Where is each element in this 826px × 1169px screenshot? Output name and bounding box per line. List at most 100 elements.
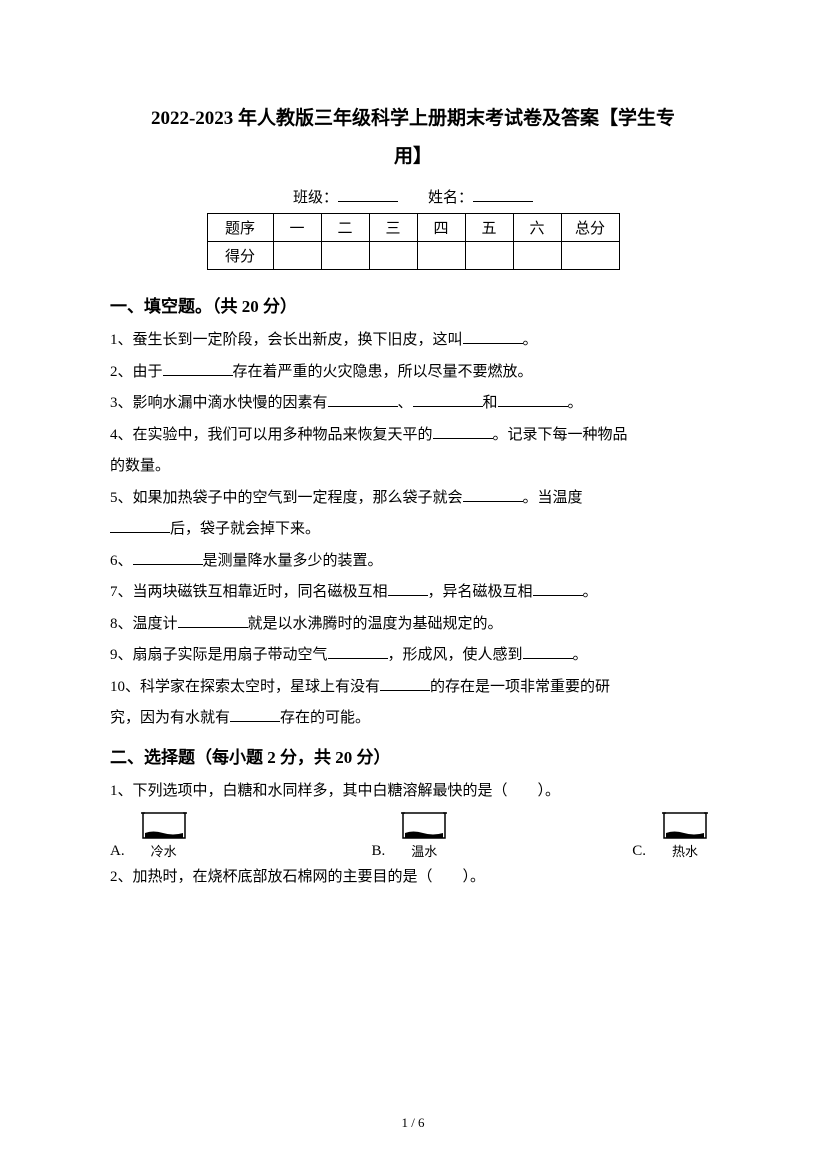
q5-text-c: 后，袋子就会掉下来。: [170, 521, 320, 537]
class-blank[interactable]: [338, 187, 398, 202]
fill-blank[interactable]: [463, 487, 523, 502]
q5-text-b: 。当温度: [523, 490, 583, 506]
title-line2: 用】: [110, 138, 716, 176]
fill-blank[interactable]: [523, 644, 573, 659]
q2: 2、由于 存在着严重的火灾隐患，所以尽量不要燃放。: [110, 357, 716, 389]
option-c-caption: 热水: [672, 841, 698, 860]
fill-blank[interactable]: [110, 518, 170, 533]
score-cell[interactable]: [321, 242, 369, 270]
q9-text-b: ，形成风，使人感到: [388, 647, 523, 663]
q7-text-c: 。: [583, 584, 598, 600]
s2-q2: 2、加热时，在烧杯底部放石棉网的主要目的是（ ）。: [110, 862, 716, 894]
table-row: 得分: [207, 242, 619, 270]
q4: 4、在实验中，我们可以用多种物品来恢复天平的 。记录下每一种物品: [110, 420, 716, 452]
fill-blank[interactable]: [380, 676, 430, 691]
option-a-caption: 冷水: [151, 841, 177, 860]
fill-blank[interactable]: [230, 707, 280, 722]
q5-text-a: 5、如果加热袋子中的空气到一定程度，那么袋子就会: [110, 490, 463, 506]
score-cell[interactable]: [513, 242, 561, 270]
fill-blank[interactable]: [388, 581, 428, 596]
q2-text-a: 2、由于: [110, 364, 163, 380]
option-b-label: B.: [372, 843, 386, 860]
q7-text-b: ，异名磁极互相: [428, 584, 533, 600]
table-row: 题序 一 二 三 四 五 六 总分: [207, 214, 619, 242]
q2-text-b: 存在着严重的火灾隐患，所以尽量不要燃放。: [233, 364, 533, 380]
q7: 7、当两块磁铁互相靠近时，同名磁极互相 ，异名磁极互相 。: [110, 577, 716, 609]
q10-text-a: 10、科学家在探索太空时，星球上有没有: [110, 679, 380, 695]
fill-blank[interactable]: [433, 424, 493, 439]
s2-q1-options: A. 冷水 B. 温水 C.: [110, 811, 716, 860]
table-col-2: 二: [321, 214, 369, 242]
q4-text-a: 4、在实验中，我们可以用多种物品来恢复天平的: [110, 427, 433, 443]
q1-text-b: 。: [523, 332, 538, 348]
q8-text-a: 8、温度计: [110, 616, 178, 632]
table-col-total: 总分: [561, 214, 619, 242]
q6-text-a: 6、: [110, 553, 133, 569]
q1-text-a: 1、蚕生长到一定阶段，会长出新皮，换下旧皮，这叫: [110, 332, 463, 348]
option-b[interactable]: B. 温水: [372, 811, 456, 860]
q10: 10、科学家在探索太空时，星球上有没有 的存在是一项非常重要的研: [110, 672, 716, 704]
beaker-icon: [393, 811, 455, 841]
table-header-sequence: 题序: [207, 214, 273, 242]
option-a-label: A.: [110, 843, 125, 860]
s2-q1: 1、下列选项中，白糖和水同样多，其中白糖溶解最快的是（ ）。: [110, 776, 716, 808]
q1: 1、蚕生长到一定阶段，会长出新皮，换下旧皮，这叫 。: [110, 325, 716, 357]
section1-header: 一、填空题。（共 20 分）: [110, 292, 716, 317]
q9-text-c: 。: [573, 647, 588, 663]
fill-blank[interactable]: [328, 392, 398, 407]
q3-text-b: 、: [398, 395, 413, 411]
beaker-icon: [133, 811, 195, 841]
q3-text-d: 。: [568, 395, 583, 411]
beaker-cold: 冷水: [133, 811, 195, 860]
option-c[interactable]: C. 热水: [632, 811, 716, 860]
score-cell[interactable]: [465, 242, 513, 270]
q3: 3、影响水漏中滴水快慢的因素有 、 和 。: [110, 388, 716, 420]
q4-text-b: 。记录下每一种物品: [493, 427, 628, 443]
q3-text-c: 和: [483, 395, 498, 411]
q10-text-d: 存在的可能。: [280, 710, 370, 726]
q8-text-b: 就是以水沸腾时的温度为基础规定的。: [248, 616, 503, 632]
beaker-icon: [654, 811, 716, 841]
table-col-3: 三: [369, 214, 417, 242]
q8: 8、温度计 就是以水沸腾时的温度为基础规定的。: [110, 609, 716, 641]
q6-text-b: 是测量降水量多少的装置。: [203, 553, 383, 569]
fill-blank[interactable]: [328, 644, 388, 659]
option-c-label: C.: [632, 843, 646, 860]
page-footer: 1 / 6: [0, 1115, 826, 1131]
fill-blank[interactable]: [463, 329, 523, 344]
table-col-1: 一: [273, 214, 321, 242]
q6: 6、 是测量降水量多少的装置。: [110, 546, 716, 578]
option-a[interactable]: A. 冷水: [110, 811, 195, 860]
q10-text-b: 的存在是一项非常重要的研: [430, 679, 610, 695]
score-cell[interactable]: [369, 242, 417, 270]
title-line1: 2022-2023 年人教版三年级科学上册期末考试卷及答案【学生专: [110, 100, 716, 138]
score-table: 题序 一 二 三 四 五 六 总分 得分: [207, 213, 620, 270]
fill-blank[interactable]: [133, 550, 203, 565]
fill-blank[interactable]: [163, 361, 233, 376]
class-label: 班级：: [293, 190, 338, 206]
q9-text-a: 9、扇扇子实际是用扇子带动空气: [110, 647, 328, 663]
q5-cont: 后，袋子就会掉下来。: [110, 514, 716, 546]
q7-text-a: 7、当两块磁铁互相靠近时，同名磁极互相: [110, 584, 388, 600]
fill-blank[interactable]: [178, 613, 248, 628]
class-name-row: 班级： 姓名：: [110, 186, 716, 207]
fill-blank[interactable]: [498, 392, 568, 407]
score-cell[interactable]: [417, 242, 465, 270]
table-score-label: 得分: [207, 242, 273, 270]
name-label: 姓名：: [428, 190, 473, 206]
q3-text-a: 3、影响水漏中滴水快慢的因素有: [110, 395, 328, 411]
q5: 5、如果加热袋子中的空气到一定程度，那么袋子就会 。当温度: [110, 483, 716, 515]
beaker-hot: 热水: [654, 811, 716, 860]
fill-blank[interactable]: [533, 581, 583, 596]
score-cell[interactable]: [561, 242, 619, 270]
section2-header: 二、选择题（每小题 2 分，共 20 分）: [110, 743, 716, 768]
table-col-6: 六: [513, 214, 561, 242]
q10-cont: 究，因为有水就有 存在的可能。: [110, 703, 716, 735]
fill-blank[interactable]: [413, 392, 483, 407]
score-cell[interactable]: [273, 242, 321, 270]
q10-text-c: 究，因为有水就有: [110, 710, 230, 726]
name-blank[interactable]: [473, 187, 533, 202]
table-col-4: 四: [417, 214, 465, 242]
beaker-warm: 温水: [393, 811, 455, 860]
q4-cont: 的数量。: [110, 451, 716, 483]
